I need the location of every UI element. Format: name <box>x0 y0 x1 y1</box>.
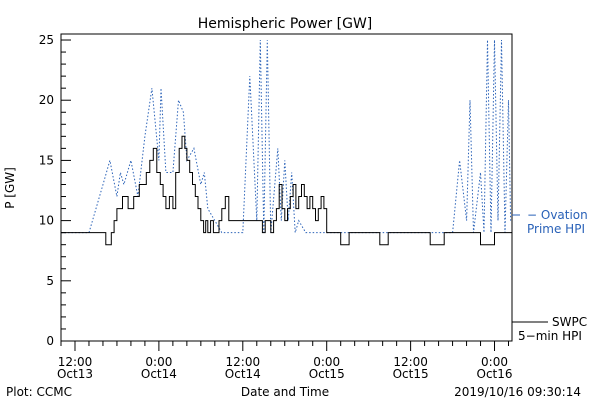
x-tick-time-label: 0:00 <box>145 355 172 369</box>
legend-ovation-line2: Prime HPI <box>527 222 585 236</box>
y-tick-label: 10 <box>39 214 54 228</box>
x-tick-date-label: Oct15 <box>393 367 429 381</box>
y-tick-label: 15 <box>39 153 54 167</box>
x-tick-date-label: Oct13 <box>57 367 93 381</box>
plot-frame <box>60 33 513 342</box>
series-swpc-line <box>61 135 512 246</box>
footer-timestamp: 2019/10/16 09:30:14 <box>454 385 581 399</box>
legend-swpc-line1: SWPC <box>552 315 587 329</box>
footer-plot-credit: Plot: CCMC <box>6 385 72 399</box>
x-tick-date-label: Oct14 <box>141 367 177 381</box>
x-tick-time-label: 12:00 <box>58 355 93 369</box>
y-axis: 0 5 10 15 20 25 <box>39 33 71 348</box>
x-tick-date-label: Oct15 <box>309 367 345 381</box>
plot-area <box>61 39 512 246</box>
y-tick-label: 5 <box>46 274 54 288</box>
x-tick-time-label: 12:00 <box>226 355 261 369</box>
y-axis-label: P [GW] <box>3 167 17 209</box>
legend-ovation-line1: − Ovation <box>527 208 588 222</box>
legend-swpc-line2: 5−min HPI <box>518 329 582 343</box>
x-tick-date-label: Oct16 <box>477 367 513 381</box>
x-tick-time-label: 12:00 <box>393 355 428 369</box>
x-tick-date-label: Oct14 <box>225 367 261 381</box>
y-tick-label: 0 <box>46 334 54 348</box>
y-tick-label: 25 <box>39 33 54 47</box>
y-tick-label: 20 <box>39 93 54 107</box>
x-axis-label: Date and Time <box>241 385 329 399</box>
chart-title: Hemispheric Power [GW] <box>198 16 373 32</box>
x-tick-time-label: 0:00 <box>481 355 508 369</box>
x-tick-time-label: 0:00 <box>313 355 340 369</box>
x-axis: 12:00Oct130:00Oct1412:00Oct140:00Oct1512… <box>57 341 513 381</box>
